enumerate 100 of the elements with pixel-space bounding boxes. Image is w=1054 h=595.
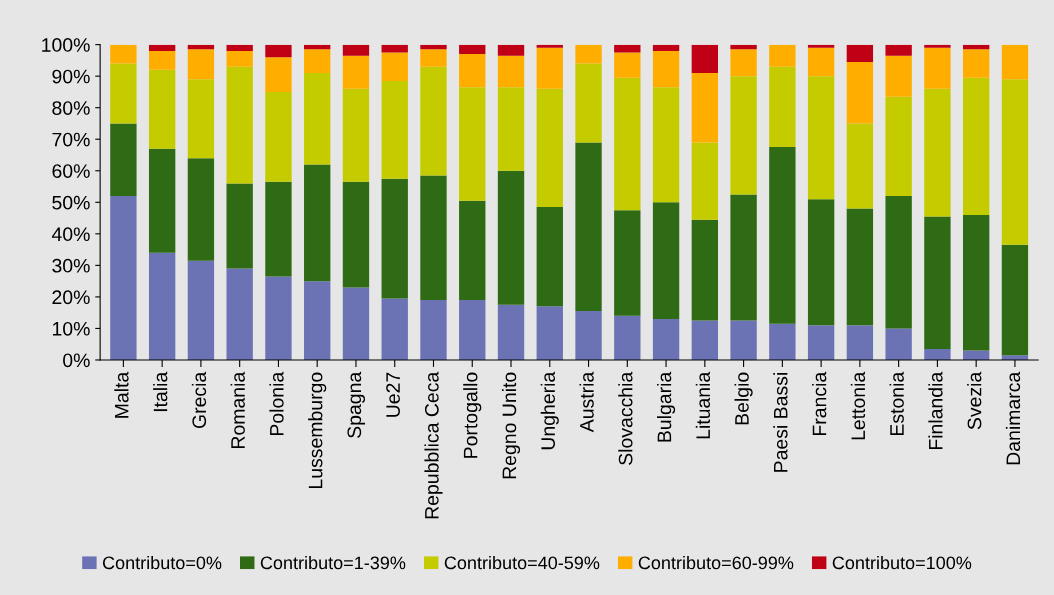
bar: [924, 348, 951, 360]
bar: [497, 87, 525, 171]
bar: [226, 50, 253, 67]
bar: [769, 323, 796, 360]
bar: [652, 87, 680, 203]
bar: [924, 47, 951, 89]
bar: [807, 44, 835, 48]
bar: [342, 55, 370, 89]
x-tick-label: Slovacchia: [618, 371, 633, 465]
x-tick-label: Paesi Bassi: [773, 373, 788, 472]
x-tick-label: Estonia: [889, 371, 904, 436]
y-tick-label: 0%: [63, 353, 90, 368]
bar: [110, 63, 137, 124]
bar: [420, 49, 447, 67]
bar: [265, 91, 292, 182]
bar: [614, 44, 641, 53]
x-tick-label: Ue27: [386, 372, 400, 417]
bar: [769, 147, 796, 324]
bar: [924, 88, 951, 217]
bar: [187, 158, 215, 261]
bar: [342, 287, 370, 360]
bar: [342, 44, 370, 56]
bar: [730, 194, 757, 321]
bar: [846, 325, 874, 360]
bar: [730, 76, 757, 195]
legend-label: Contributo=40-59%: [444, 555, 600, 570]
bar: [614, 315, 641, 360]
bar: [265, 57, 292, 92]
bar: [807, 325, 835, 360]
y-tick-label: 90%: [52, 69, 90, 84]
bar: [459, 54, 486, 88]
x-tick-label: Bulgaria: [657, 371, 676, 442]
bar: [304, 73, 331, 165]
bar: [1001, 244, 1029, 356]
bar: [885, 328, 912, 360]
bar: [381, 80, 408, 179]
y-tick-label: 50%: [52, 195, 90, 210]
bar: [691, 44, 719, 74]
bar: [846, 208, 874, 326]
bar: [459, 44, 486, 55]
x-tick-label: Lussemburgo: [308, 372, 327, 488]
bar: [536, 44, 563, 48]
x-tick-label: Portogallo: [463, 372, 482, 458]
bar: [807, 199, 835, 326]
bar: [575, 142, 602, 312]
x-tick-label: Danimarca: [1005, 371, 1021, 465]
bar: [769, 66, 796, 148]
bar: [691, 142, 719, 220]
x-tick-label: Austria: [579, 371, 594, 433]
y-tick-label: 30%: [52, 258, 90, 273]
x-tick-label: Lettonia: [850, 371, 866, 440]
x-tick-label: Belgio: [734, 372, 753, 425]
bar: [497, 304, 525, 360]
bar: [381, 178, 408, 299]
bar: [536, 88, 563, 208]
bar: [652, 318, 680, 360]
bar: [614, 52, 641, 78]
bar: [536, 47, 563, 89]
x-tick-label: Romania: [230, 371, 245, 448]
bar: [885, 55, 912, 97]
x-tick-label: Grecia: [191, 371, 207, 429]
bar: [187, 49, 215, 80]
bar: [187, 260, 215, 360]
bar: [652, 44, 680, 51]
bar: [614, 210, 641, 316]
bar: [187, 79, 215, 159]
bar: [148, 69, 176, 149]
bar: [304, 164, 331, 282]
bar: [304, 281, 331, 360]
bar: [691, 219, 719, 321]
bar: [265, 276, 292, 360]
bar: [691, 73, 719, 143]
bar: [110, 123, 137, 196]
bar: [924, 216, 951, 349]
x-tick-label: Italia: [153, 371, 168, 412]
x-tick-label: Finlandia: [928, 371, 943, 450]
bar: [962, 214, 990, 351]
x-tick-label: Regno Unito: [501, 372, 521, 479]
bar: [846, 61, 874, 124]
bar: [148, 252, 176, 360]
x-tick-label: Malta: [114, 371, 129, 418]
bar: [846, 44, 874, 62]
bar: [652, 202, 680, 319]
bar: [381, 52, 408, 81]
legend-label: Contributo=0%: [102, 555, 222, 570]
y-tick-label: 80%: [52, 101, 90, 115]
bar: [148, 44, 176, 51]
bar: [342, 181, 370, 288]
bar: [962, 49, 990, 78]
x-tick-label: Spagna: [347, 371, 366, 438]
bar: [459, 87, 486, 201]
legend-label: Contributo=60-99%: [638, 555, 794, 570]
bar: [730, 320, 757, 360]
bar: [420, 300, 447, 360]
bar: [575, 63, 602, 143]
bar: [381, 298, 408, 360]
x-tick-label: Francia: [812, 371, 827, 436]
bar: [226, 268, 253, 360]
bar: [304, 49, 331, 74]
bar: [265, 181, 292, 277]
